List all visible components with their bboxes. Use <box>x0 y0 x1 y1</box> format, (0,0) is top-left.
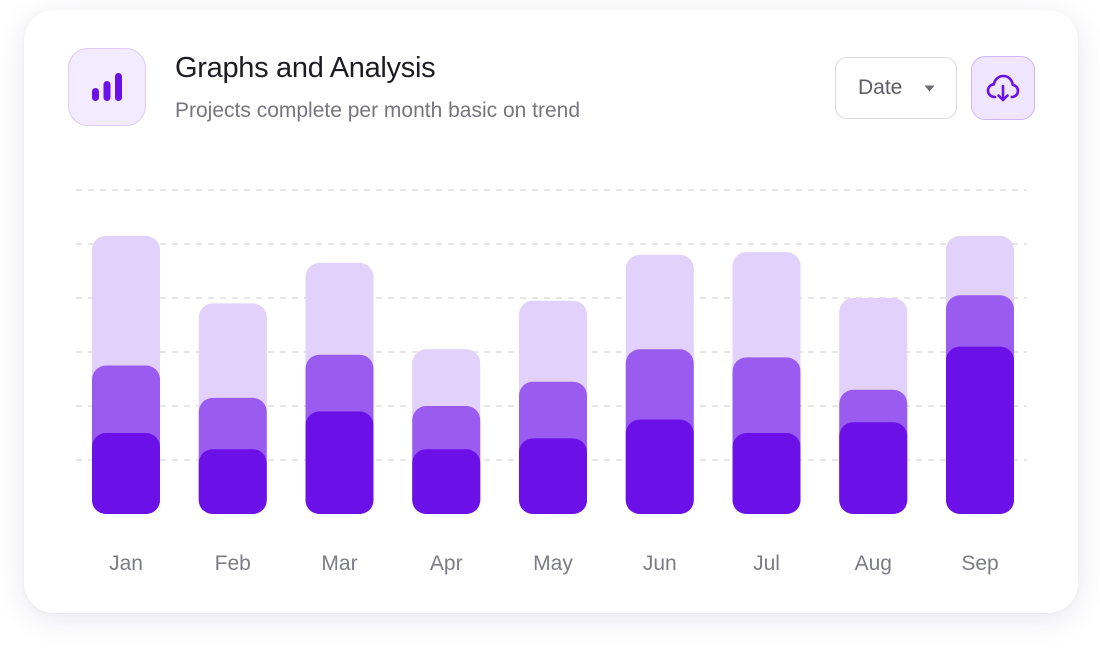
download-button[interactable] <box>971 56 1035 120</box>
bar-segment-mar-1 <box>305 411 374 514</box>
bar-segment-jul-1 <box>732 433 801 514</box>
x-tick-label: Aug <box>855 552 892 575</box>
bar-segment-apr-1 <box>412 449 481 514</box>
x-tick-label: Jul <box>753 552 780 575</box>
x-tick-label: Apr <box>430 552 463 575</box>
x-tick-label: Jan <box>109 552 143 575</box>
bar-chart-icon <box>68 48 146 126</box>
stacked-bar-chart: Jan Feb Mar Apr May Jun Jul Aug Sep <box>76 189 1027 575</box>
date-select[interactable]: Date <box>835 57 957 119</box>
x-tick-label: Mar <box>321 552 357 575</box>
bar-segment-feb-1 <box>198 449 267 514</box>
analytics-card: Graphs and Analysis Projects complete pe… <box>24 10 1078 613</box>
caret-down-icon <box>924 85 935 92</box>
cloud-download-icon <box>986 74 1020 102</box>
page-subtitle: Projects complete per month basic on tre… <box>175 99 581 122</box>
page-title: Graphs and Analysis <box>175 52 436 84</box>
date-select-label: Date <box>858 76 903 99</box>
x-tick-label: May <box>533 552 573 575</box>
bar-segment-jan-1 <box>92 433 160 514</box>
x-tick-label: Jun <box>643 552 677 575</box>
x-tick-label: Sep <box>961 552 998 575</box>
bar-segment-jun-1 <box>625 419 694 514</box>
bar-segment-may-1 <box>519 438 587 514</box>
bar-segment-sep-1 <box>946 346 1014 514</box>
bar-segment-aug-1 <box>839 422 908 514</box>
x-tick-label: Feb <box>215 552 251 575</box>
